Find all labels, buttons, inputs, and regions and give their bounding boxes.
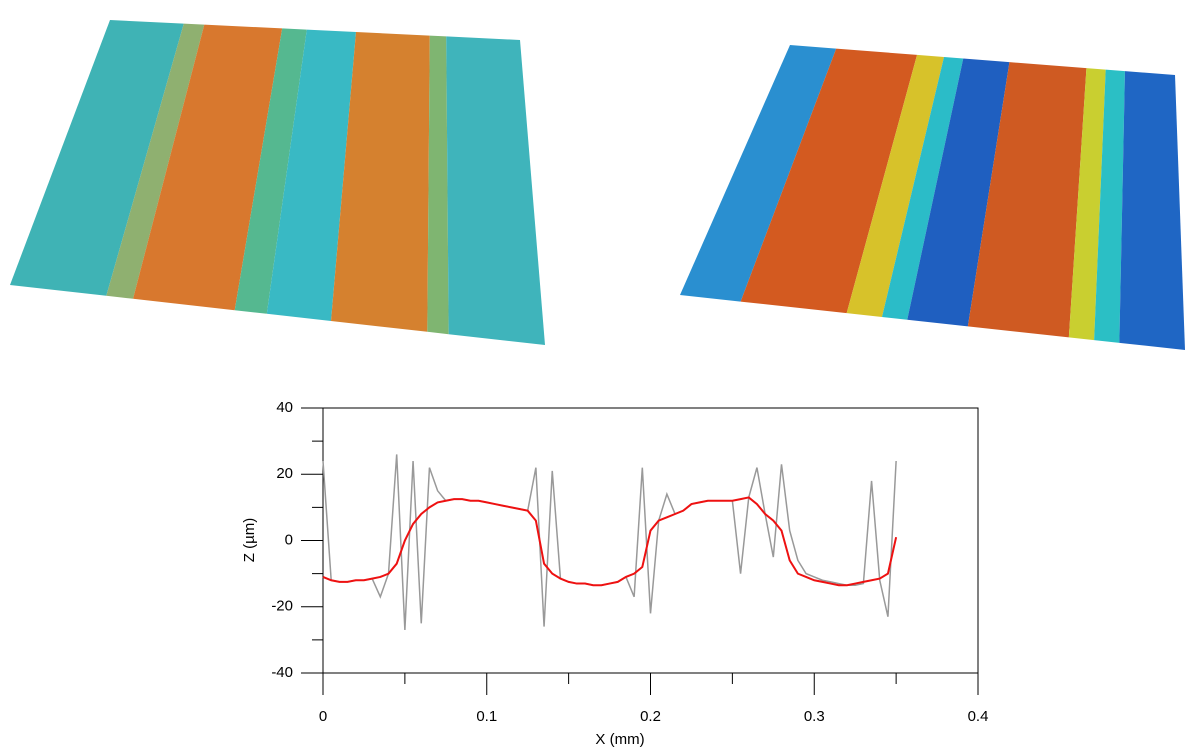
- surface-band: [846, 54, 944, 318]
- y-axis-label: Z (µm): [241, 518, 258, 562]
- x-tick-label: 0.4: [968, 708, 989, 725]
- x-tick-label: 0.1: [476, 708, 497, 725]
- surface-band: [1119, 71, 1185, 350]
- surface-band: [1094, 69, 1125, 343]
- x-axis-label: X (mm): [595, 731, 644, 748]
- y-tick-label: 40: [276, 399, 293, 416]
- surface-band: [882, 57, 964, 320]
- surface-band: [907, 58, 1010, 327]
- surface-band: [967, 62, 1087, 338]
- y-tick-label: -20: [271, 598, 293, 615]
- y-tick-label: 0: [285, 531, 293, 548]
- surface-band: [234, 28, 307, 314]
- data-line: [322, 496, 898, 587]
- x-tick-label: 0: [319, 708, 327, 725]
- surface-band: [10, 20, 184, 296]
- data-line: [322, 454, 897, 630]
- x-tick-label: 0.3: [804, 708, 825, 725]
- surface-band: [1068, 68, 1106, 341]
- surface-band: [331, 32, 430, 332]
- surface-band: [446, 36, 545, 346]
- x-tick-label: 0.2: [640, 708, 661, 725]
- surface-band: [266, 29, 356, 321]
- surface-band: [680, 45, 837, 302]
- y-tick-label: 20: [276, 465, 293, 482]
- surface-band: [106, 23, 205, 299]
- surface-band: [740, 48, 918, 314]
- surface-band: [427, 35, 449, 335]
- surface-renderings: [10, 20, 1185, 350]
- y-tick-label: -40: [271, 664, 293, 681]
- plot-frame: [322, 407, 979, 674]
- surface-band: [133, 24, 283, 311]
